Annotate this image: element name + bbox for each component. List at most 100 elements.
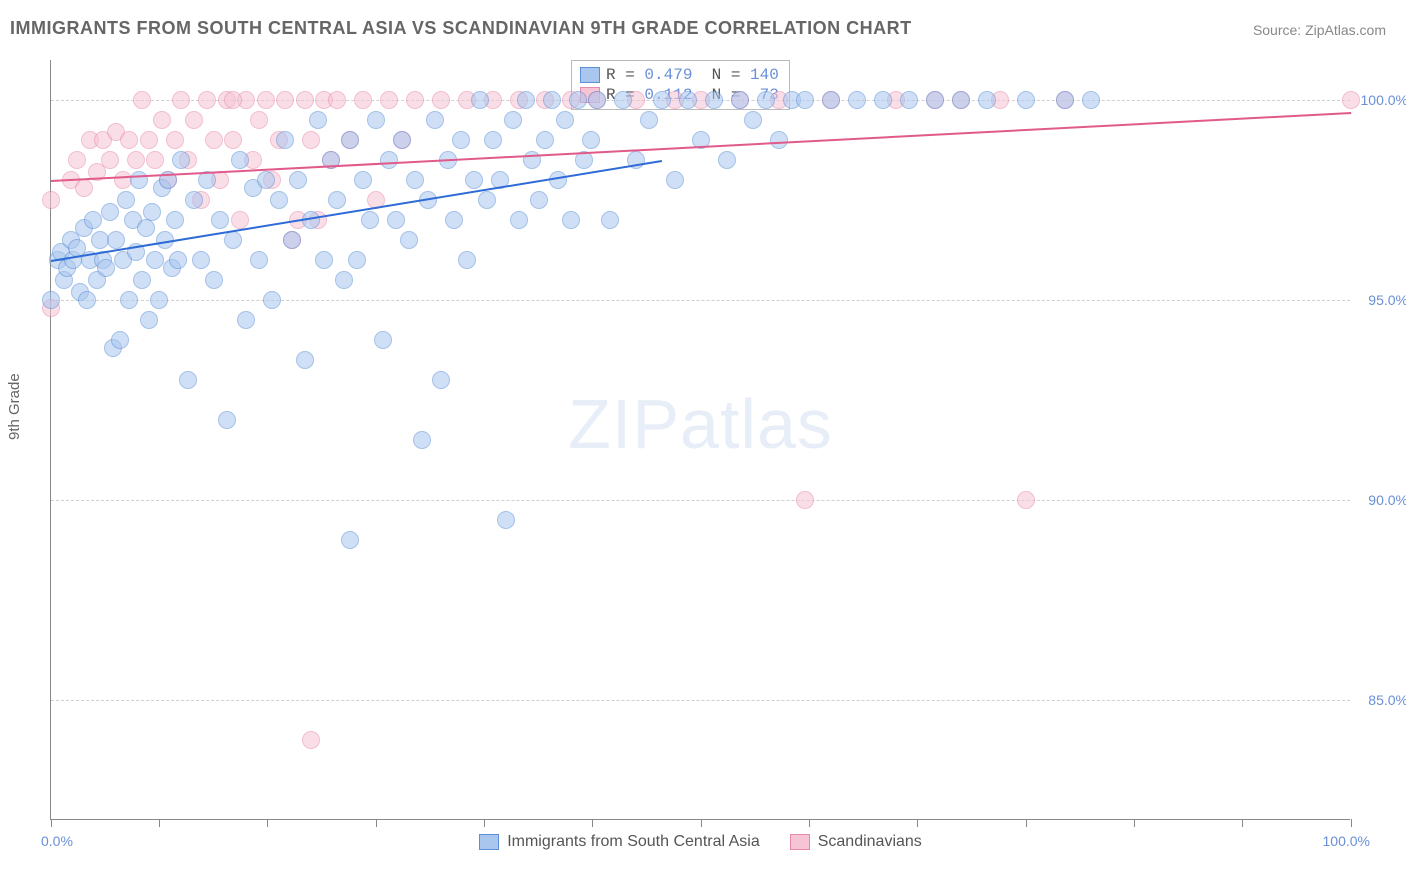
data-point bbox=[97, 259, 115, 277]
data-point bbox=[166, 131, 184, 149]
data-point bbox=[111, 331, 129, 349]
data-point bbox=[679, 91, 697, 109]
x-tick bbox=[592, 819, 593, 827]
data-point bbox=[341, 131, 359, 149]
watermark: ZIPatlas bbox=[568, 384, 833, 464]
data-point bbox=[978, 91, 996, 109]
x-tick bbox=[1026, 819, 1027, 827]
data-point bbox=[335, 271, 353, 289]
data-point bbox=[757, 91, 775, 109]
data-point bbox=[361, 211, 379, 229]
x-tick bbox=[809, 819, 810, 827]
data-point bbox=[130, 171, 148, 189]
data-point bbox=[198, 91, 216, 109]
data-point bbox=[172, 151, 190, 169]
chart-container: IMMIGRANTS FROM SOUTH CENTRAL ASIA VS SC… bbox=[0, 0, 1406, 892]
data-point bbox=[380, 151, 398, 169]
data-point bbox=[354, 171, 372, 189]
data-point bbox=[341, 531, 359, 549]
data-point bbox=[211, 211, 229, 229]
data-point bbox=[84, 211, 102, 229]
data-point bbox=[406, 171, 424, 189]
data-point bbox=[367, 111, 385, 129]
x-tick bbox=[1134, 819, 1135, 827]
data-point bbox=[471, 91, 489, 109]
data-point bbox=[543, 91, 561, 109]
bottom-legend-item: Scandinavians bbox=[790, 833, 922, 851]
plot-area: ZIPatlas R = 0.479 N = 140R = 0.112 N = … bbox=[50, 60, 1350, 820]
data-point bbox=[185, 111, 203, 129]
x-tick bbox=[159, 819, 160, 827]
data-point bbox=[224, 231, 242, 249]
data-point bbox=[1082, 91, 1100, 109]
data-point bbox=[718, 151, 736, 169]
x-tick bbox=[701, 819, 702, 827]
legend-swatch bbox=[790, 834, 810, 850]
y-axis-label: 9th Grade bbox=[6, 373, 23, 440]
data-point bbox=[478, 191, 496, 209]
data-point bbox=[569, 91, 587, 109]
data-point bbox=[117, 191, 135, 209]
bottom-legend-item: Immigrants from South Central Asia bbox=[479, 833, 760, 851]
data-point bbox=[517, 91, 535, 109]
data-point bbox=[822, 91, 840, 109]
data-point bbox=[614, 91, 632, 109]
series-legend: Immigrants from South Central Asia Scandi… bbox=[51, 833, 1350, 851]
data-point bbox=[276, 91, 294, 109]
data-point bbox=[1342, 91, 1360, 109]
x-tick bbox=[484, 819, 485, 827]
data-point bbox=[387, 211, 405, 229]
data-point bbox=[140, 131, 158, 149]
data-point bbox=[653, 91, 671, 109]
data-point bbox=[276, 131, 294, 149]
data-point bbox=[263, 291, 281, 309]
legend-label: Scandinavians bbox=[818, 833, 922, 851]
y-tick-label: 85.0% bbox=[1353, 692, 1406, 708]
data-point bbox=[42, 191, 60, 209]
data-point bbox=[75, 179, 93, 197]
data-point bbox=[133, 271, 151, 289]
data-point bbox=[640, 111, 658, 129]
data-point bbox=[354, 91, 372, 109]
legend-swatch bbox=[580, 67, 600, 83]
data-point bbox=[432, 371, 450, 389]
data-point bbox=[289, 171, 307, 189]
data-point bbox=[231, 211, 249, 229]
data-point bbox=[185, 191, 203, 209]
data-point bbox=[380, 91, 398, 109]
data-point bbox=[192, 251, 210, 269]
data-point bbox=[296, 91, 314, 109]
data-point bbox=[562, 211, 580, 229]
data-point bbox=[731, 91, 749, 109]
data-point bbox=[705, 91, 723, 109]
data-point bbox=[172, 91, 190, 109]
data-point bbox=[348, 251, 366, 269]
data-point bbox=[120, 291, 138, 309]
data-point bbox=[1017, 91, 1035, 109]
data-point bbox=[231, 151, 249, 169]
gridline bbox=[51, 500, 1350, 501]
data-point bbox=[179, 371, 197, 389]
data-point bbox=[127, 151, 145, 169]
data-point bbox=[114, 171, 132, 189]
data-point bbox=[42, 291, 60, 309]
data-point bbox=[413, 431, 431, 449]
data-point bbox=[328, 91, 346, 109]
data-point bbox=[465, 171, 483, 189]
x-tick bbox=[1351, 819, 1352, 827]
data-point bbox=[101, 203, 119, 221]
gridline bbox=[51, 300, 1350, 301]
data-point bbox=[666, 171, 684, 189]
data-point bbox=[205, 271, 223, 289]
data-point bbox=[315, 251, 333, 269]
data-point bbox=[328, 191, 346, 209]
data-point bbox=[205, 131, 223, 149]
data-point bbox=[796, 91, 814, 109]
data-point bbox=[137, 219, 155, 237]
data-point bbox=[400, 231, 418, 249]
data-point bbox=[250, 251, 268, 269]
data-point bbox=[770, 131, 788, 149]
data-point bbox=[283, 231, 301, 249]
x-tick bbox=[267, 819, 268, 827]
data-point bbox=[270, 191, 288, 209]
